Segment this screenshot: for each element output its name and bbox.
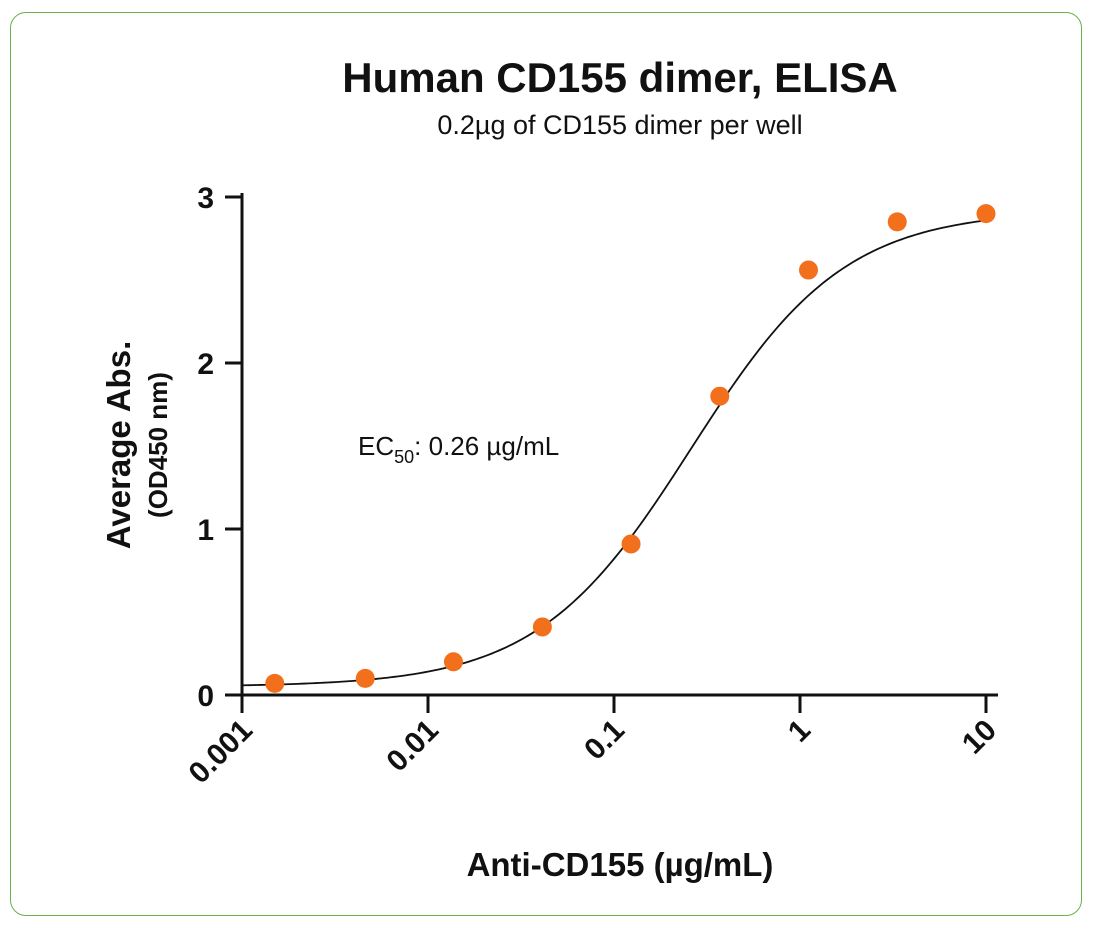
data-point [621, 534, 641, 554]
data-point [710, 386, 730, 406]
y-axis-label: Average Abs. [100, 341, 137, 549]
y-tick-label: 2 [197, 348, 214, 381]
data-point [976, 204, 996, 224]
ec50-subscript: 50 [394, 447, 414, 467]
y-tick-label: 1 [197, 514, 214, 547]
axes [225, 193, 998, 713]
chart-frame [10, 12, 1082, 916]
data-point [799, 260, 819, 280]
data-point [532, 617, 552, 637]
x-axis-label: Anti-CD155 (µg/mL) [467, 846, 774, 883]
x-tick-label: 1 [782, 714, 817, 749]
y-axis-label-unit: (OD450 nm) [143, 372, 173, 518]
x-ticks: 0.001 0.01 0.1 1 10 [183, 695, 1003, 790]
ec50-prefix: EC [358, 431, 394, 461]
y-tick-label: 0 [197, 680, 214, 713]
chart-subtitle: 0.2µg of CD155 dimer per well [437, 110, 802, 140]
ec50-suffix: : 0.26 µg/mL [414, 431, 559, 461]
x-tick-label: 0.001 [183, 714, 259, 790]
y-ticks: 0 1 2 3 [197, 182, 242, 713]
x-tick-label: 10 [956, 714, 1003, 761]
data-point [355, 668, 375, 688]
data-point [443, 652, 463, 672]
data-points [265, 204, 996, 693]
data-point [265, 673, 285, 693]
fit-curve [241, 219, 987, 687]
y-tick-label: 3 [197, 182, 214, 215]
chart-title: Human CD155 dimer, ELISA [342, 54, 898, 101]
x-tick-label: 0.1 [578, 714, 631, 767]
ec50-annotation: EC50: 0.26 µg/mL [358, 431, 559, 467]
x-tick-label: 0.01 [380, 714, 445, 779]
data-point [887, 212, 907, 232]
